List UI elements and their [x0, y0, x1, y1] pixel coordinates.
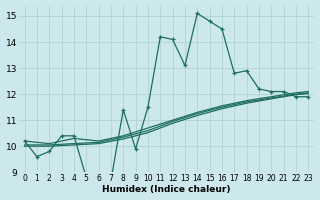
X-axis label: Humidex (Indice chaleur): Humidex (Indice chaleur) — [102, 185, 231, 194]
